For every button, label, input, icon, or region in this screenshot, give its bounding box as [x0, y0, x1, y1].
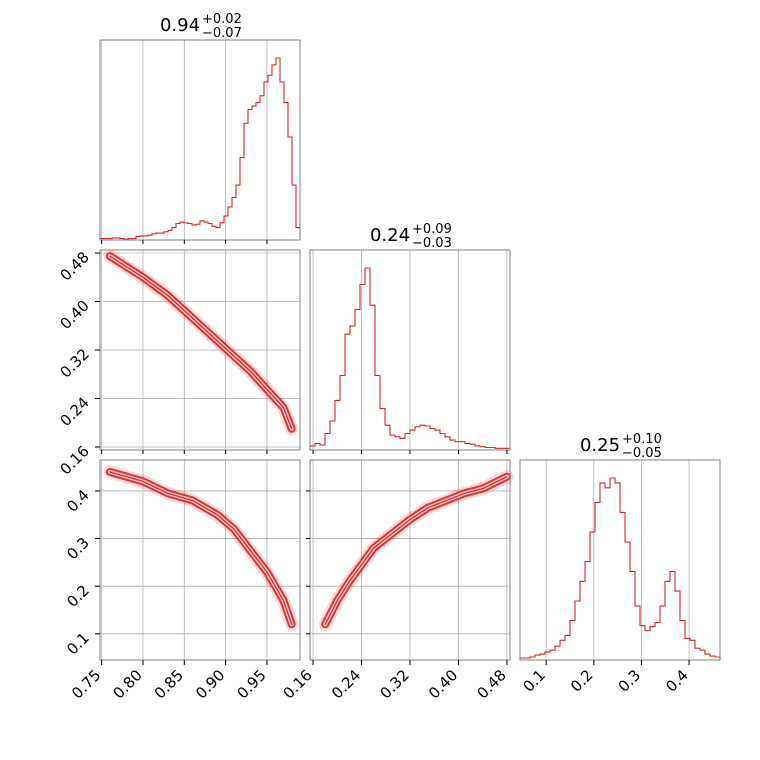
sample-point [438, 507, 441, 510]
x-tick-label: 0.95 [233, 666, 269, 702]
title-p2: 0.24 +0.09−0.03 [370, 222, 452, 251]
panel-frame-2-2 [519, 459, 721, 661]
grid-2-0 [100, 460, 300, 660]
sample-point [479, 482, 483, 485]
sample-point [479, 482, 482, 485]
grid-0-0 [101, 40, 268, 240]
contour-fill [107, 469, 294, 627]
contour-outer [105, 467, 296, 629]
title-minus: −0.07 [202, 26, 242, 41]
x-tick-label: 0.1 [519, 666, 549, 696]
y-tick-label: 0.24 [56, 394, 92, 430]
density-outer [103, 249, 299, 436]
contour-outer [321, 472, 511, 629]
y-tick-label: 0.3 [63, 534, 93, 564]
sample-point [124, 480, 127, 483]
sample-point [333, 593, 336, 596]
title-median: 0.25 [580, 435, 620, 456]
sample-point [266, 381, 270, 384]
density-p3_vs_p1 [103, 465, 299, 631]
sample-point [398, 533, 401, 536]
contour-inner [324, 476, 508, 625]
grid-2-2 [545, 460, 690, 660]
sample-point [236, 541, 240, 544]
histogram-p1 [99, 57, 301, 240]
title-plus: +0.09 [412, 222, 452, 237]
grid-1-1 [312, 250, 508, 450]
sample-point [206, 338, 210, 341]
sample-point [254, 367, 257, 371]
y-tick-label: 0.1 [63, 629, 93, 659]
title-median: 0.24 [370, 225, 410, 246]
contour-inner [109, 471, 293, 625]
x-tick-label: 0.48 [473, 666, 509, 702]
title-minus: −0.05 [622, 446, 662, 461]
y-tick-label: 0.2 [63, 581, 93, 611]
sample-point [200, 333, 203, 336]
histogram-p3 [519, 477, 721, 660]
x-tick-label: 0.2 [567, 666, 597, 696]
sample-point [170, 499, 174, 502]
x-tick-label: 0.3 [615, 666, 645, 696]
x-tick-label: 0.16 [280, 666, 316, 702]
panel-frame-0-0 [99, 39, 301, 241]
y-tick-label: 0.48 [56, 248, 92, 284]
y-tick-label: 0.4 [63, 486, 93, 516]
panel-frame-2-0 [99, 459, 301, 661]
x-tick-label: 0.85 [151, 666, 187, 702]
density-p2_vs_p1 [103, 249, 299, 436]
x-tick-label: 0.32 [376, 666, 412, 702]
sample-point [246, 375, 249, 378]
sample-point [218, 333, 221, 337]
density-outer [318, 470, 514, 631]
title-plus: +0.10 [622, 432, 662, 447]
sample-point [219, 350, 223, 354]
sample-point [225, 514, 229, 518]
title-plus: +0.02 [202, 12, 242, 27]
sample-point [321, 617, 324, 621]
sample-point [356, 579, 360, 582]
contour-fill [323, 474, 509, 627]
contour-fill [107, 254, 294, 431]
x-tick-label: 0.40 [425, 666, 461, 702]
title-p3: 0.25 +0.10−0.05 [580, 432, 662, 461]
y-tick-label: 0.40 [56, 297, 92, 333]
title-median: 0.94 [160, 15, 200, 36]
sample-point [259, 371, 262, 375]
contour-outer [105, 252, 296, 433]
y-tick-label: 0.32 [56, 345, 92, 381]
sample-point [489, 476, 492, 480]
density-outer [103, 465, 299, 631]
sample-point [276, 578, 279, 581]
x-tick-label: 0.24 [328, 666, 364, 702]
density-p3_vs_p2 [318, 470, 514, 631]
x-tick-label: 0.4 [662, 666, 692, 696]
title-minus: −0.03 [412, 236, 452, 251]
contour-inner [109, 255, 293, 430]
x-tick-label: 0.90 [192, 666, 228, 702]
histogram-p2 [309, 267, 511, 450]
title-p1: 0.94 +0.02−0.07 [160, 12, 242, 41]
sample-point [294, 424, 298, 427]
grid-1-0 [100, 250, 300, 450]
x-tick-label: 0.80 [109, 666, 145, 702]
x-tick-label: 0.75 [68, 666, 104, 702]
sample-point [207, 324, 211, 327]
sample-point [147, 476, 150, 480]
sample-point [338, 606, 341, 609]
y-tick-label: 0.16 [56, 442, 92, 478]
